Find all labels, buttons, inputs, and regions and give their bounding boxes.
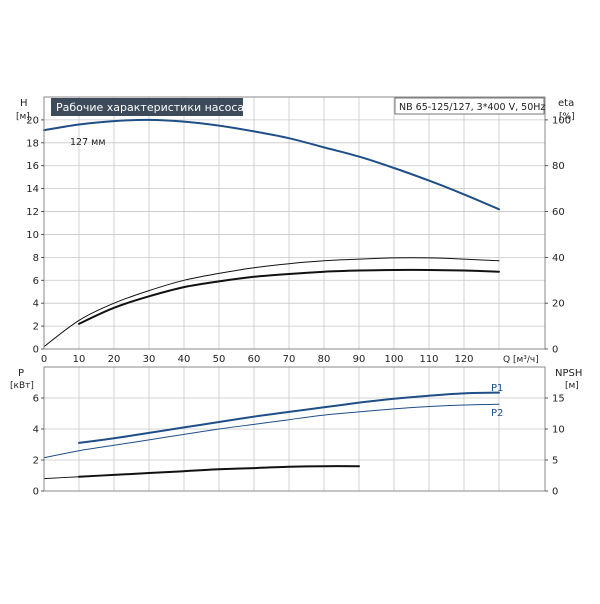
y-right-tick-label: 40 — [552, 253, 565, 264]
curve-head-efficiency-2 — [78, 268, 500, 325]
y-left-tick-label: 18 — [26, 138, 39, 149]
x-tick-label: 120 — [454, 354, 473, 365]
grid-layer — [44, 97, 545, 491]
eta-axis-label: eta — [558, 98, 574, 109]
y-left-tick-label: 10 — [26, 230, 39, 241]
y-left-tick-label: 0 — [33, 487, 39, 498]
x-tick-label: 110 — [419, 354, 438, 365]
x-tick-label: 30 — [143, 354, 156, 365]
plot-frame-0 — [43, 96, 546, 350]
x-tick-label: 0 — [41, 354, 47, 365]
y-left-tick-label: 8 — [33, 253, 39, 264]
y-left-tick-label: 20 — [26, 115, 39, 126]
curve-head-efficiency-1 — [43, 257, 500, 348]
model-label: NB 65-125/127, 3*400 V, 50Hz — [399, 102, 545, 113]
p1-label: P1 — [491, 383, 503, 394]
y-left-tick-label: 14 — [26, 184, 39, 195]
chart-title: Рабочие характеристики насоса — [56, 101, 244, 114]
x-tick-label: 50 — [213, 354, 226, 365]
y-right-tick-label: 15 — [552, 394, 565, 405]
x-tick-label: 70 — [283, 354, 296, 365]
q-axis-label: Q [м³/ч] — [503, 355, 539, 365]
x-tick-label: 90 — [353, 354, 366, 365]
x-tick-label: 80 — [318, 354, 331, 365]
curve-power-npsh-3 — [78, 465, 360, 478]
x-tick-label: 10 — [73, 354, 86, 365]
y-right-tick-label: 100 — [552, 115, 571, 126]
y-left-tick-label: 4 — [33, 425, 39, 436]
eta-axis-unit: [%] — [559, 112, 575, 122]
y-right-tick-label: 0 — [552, 487, 558, 498]
y-left-tick-label: 0 — [33, 345, 39, 356]
title-box — [51, 98, 243, 116]
y-left-tick-label: 2 — [33, 322, 39, 333]
y-right-tick-label: 80 — [552, 161, 565, 172]
x-tick-label: 20 — [108, 354, 121, 365]
x-tick-label: 60 — [248, 354, 261, 365]
y-right-tick-label: 20 — [552, 299, 565, 310]
model-box — [394, 97, 545, 115]
y-right-tick-label: 60 — [552, 207, 565, 218]
h-axis-label: H — [20, 98, 28, 109]
curve-head-efficiency-0 — [43, 118, 500, 211]
curves-layer — [43, 118, 500, 480]
p-axis-unit: [кВт] — [10, 381, 34, 391]
p2-label: P2 — [491, 408, 503, 419]
y-right-tick-label: 10 — [552, 425, 565, 436]
curve-power-npsh-1 — [43, 403, 500, 459]
impeller-annotation: 127 мм — [70, 137, 106, 148]
y-right-tick-label: 0 — [552, 345, 558, 356]
y-left-tick-label: 12 — [26, 207, 39, 218]
y-left-tick-label: 4 — [33, 299, 39, 310]
curve-power-npsh-0 — [78, 391, 500, 444]
p-axis-label: P — [18, 368, 24, 379]
npsh-axis-unit: [м] — [565, 381, 579, 391]
y-left-tick-label: 16 — [26, 161, 39, 172]
npsh-axis-label: NPSH — [555, 368, 582, 379]
x-tick-label: 40 — [178, 354, 191, 365]
y-left-tick-label: 2 — [33, 456, 39, 467]
y-left-tick-label: 6 — [33, 276, 39, 287]
y-left-tick-label: 6 — [33, 394, 39, 405]
x-tick-label: 100 — [384, 354, 403, 365]
y-right-tick-label: 5 — [552, 456, 558, 467]
curve-power-npsh-2 — [43, 476, 80, 480]
h-axis-unit: [м] — [16, 112, 30, 122]
